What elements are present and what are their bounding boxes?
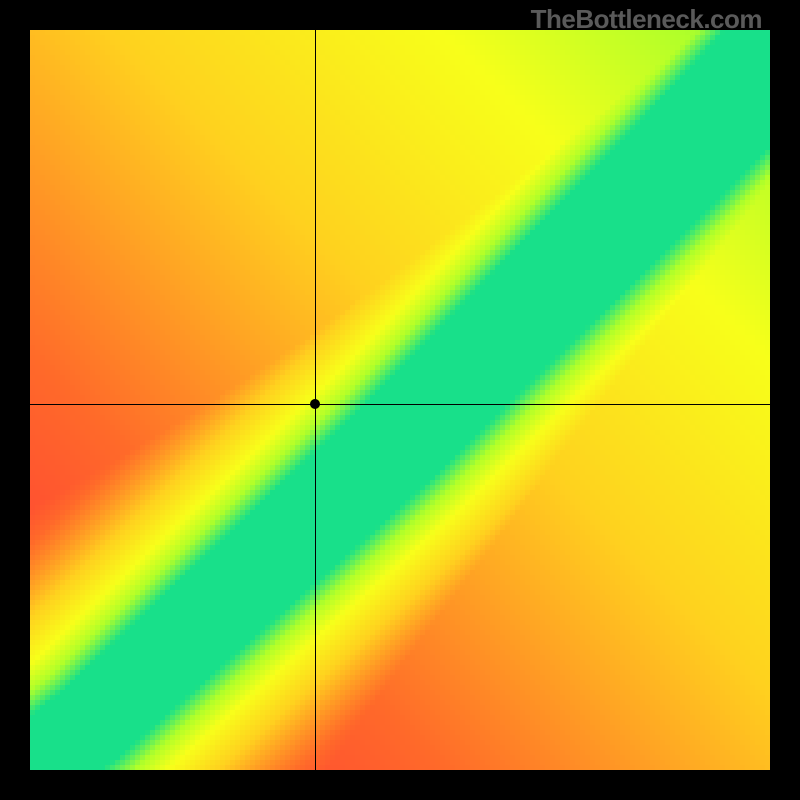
watermark-text: TheBottleneck.com	[531, 4, 762, 35]
heatmap-canvas	[30, 30, 770, 770]
crosshair-horizontal	[30, 404, 770, 405]
figure-container: TheBottleneck.com	[0, 0, 800, 800]
crosshair-marker	[310, 399, 320, 409]
